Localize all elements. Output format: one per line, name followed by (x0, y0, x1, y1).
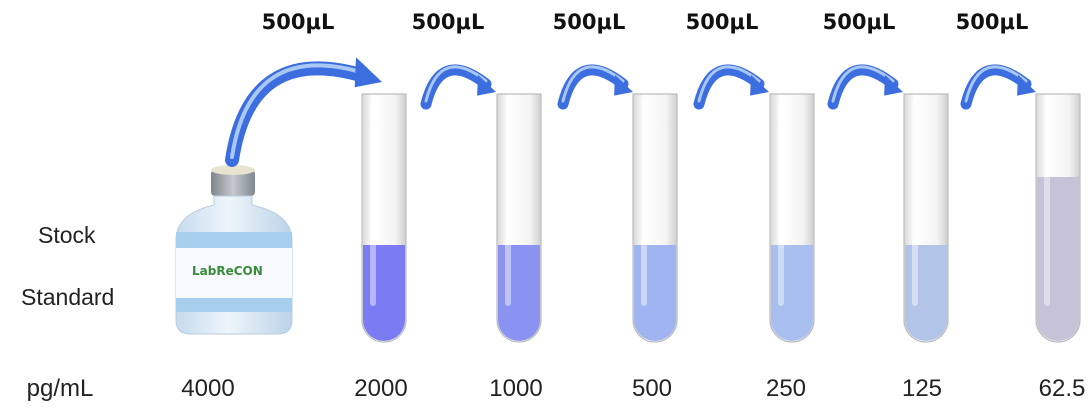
tube-concentration: 1000 (489, 375, 543, 402)
tube-highlight (912, 98, 918, 306)
tube-liquid (363, 245, 405, 341)
tube-6 (1035, 93, 1081, 343)
tube-2 (496, 93, 542, 343)
transfer-arrow-1 (225, 57, 382, 167)
tube-concentration: 2000 (354, 375, 408, 402)
unit-label: pg/mL (26, 375, 94, 402)
transfer-arrow-3 (557, 64, 633, 110)
tube-highlight (505, 98, 511, 306)
tube-highlight (1044, 98, 1050, 306)
stock-logo: LabReCON (192, 264, 263, 278)
bottle-band-top (176, 232, 292, 248)
tube-concentration: 250 (765, 375, 807, 402)
transfer-volume-label: 500μL (955, 10, 1029, 34)
transfer-volume-label: 500μL (552, 10, 626, 34)
tube-4 (769, 93, 815, 343)
transfer-volume-label: 500μL (685, 10, 759, 34)
tube-5 (903, 93, 949, 343)
transfer-arrow-5 (827, 64, 903, 110)
tube-liquid (634, 245, 676, 341)
transfer-arrow-2 (420, 64, 496, 110)
stock-label-line2: Standard (21, 284, 115, 310)
stock-label-line1: Stock (38, 222, 96, 248)
tube-liquid (905, 245, 947, 341)
transfer-volume-label: 500μL (411, 10, 485, 34)
tube-concentration: 500 (631, 375, 673, 402)
bottle-band-bottom (176, 298, 292, 312)
bottle-label (176, 248, 292, 298)
stock-concentration: 4000 (181, 375, 235, 402)
tube-liquid (1037, 177, 1079, 341)
tube-concentration: 62.5 (1038, 375, 1086, 402)
stock-bottle (175, 165, 293, 335)
tube-1 (361, 93, 407, 343)
transfer-volume-label: 500μL (822, 10, 896, 34)
transfer-arrow-4 (693, 64, 769, 110)
transfer-arrow-6 (960, 64, 1036, 110)
tube-highlight (370, 98, 376, 306)
tube-highlight (778, 98, 784, 306)
tube-concentration: 125 (901, 375, 943, 402)
tube-liquid (771, 245, 813, 341)
tube-highlight (641, 98, 647, 306)
tube-3 (632, 93, 678, 343)
transfer-volume-label: 500μL (261, 10, 335, 34)
bottle-cap (211, 170, 255, 196)
tube-liquid (498, 245, 540, 341)
